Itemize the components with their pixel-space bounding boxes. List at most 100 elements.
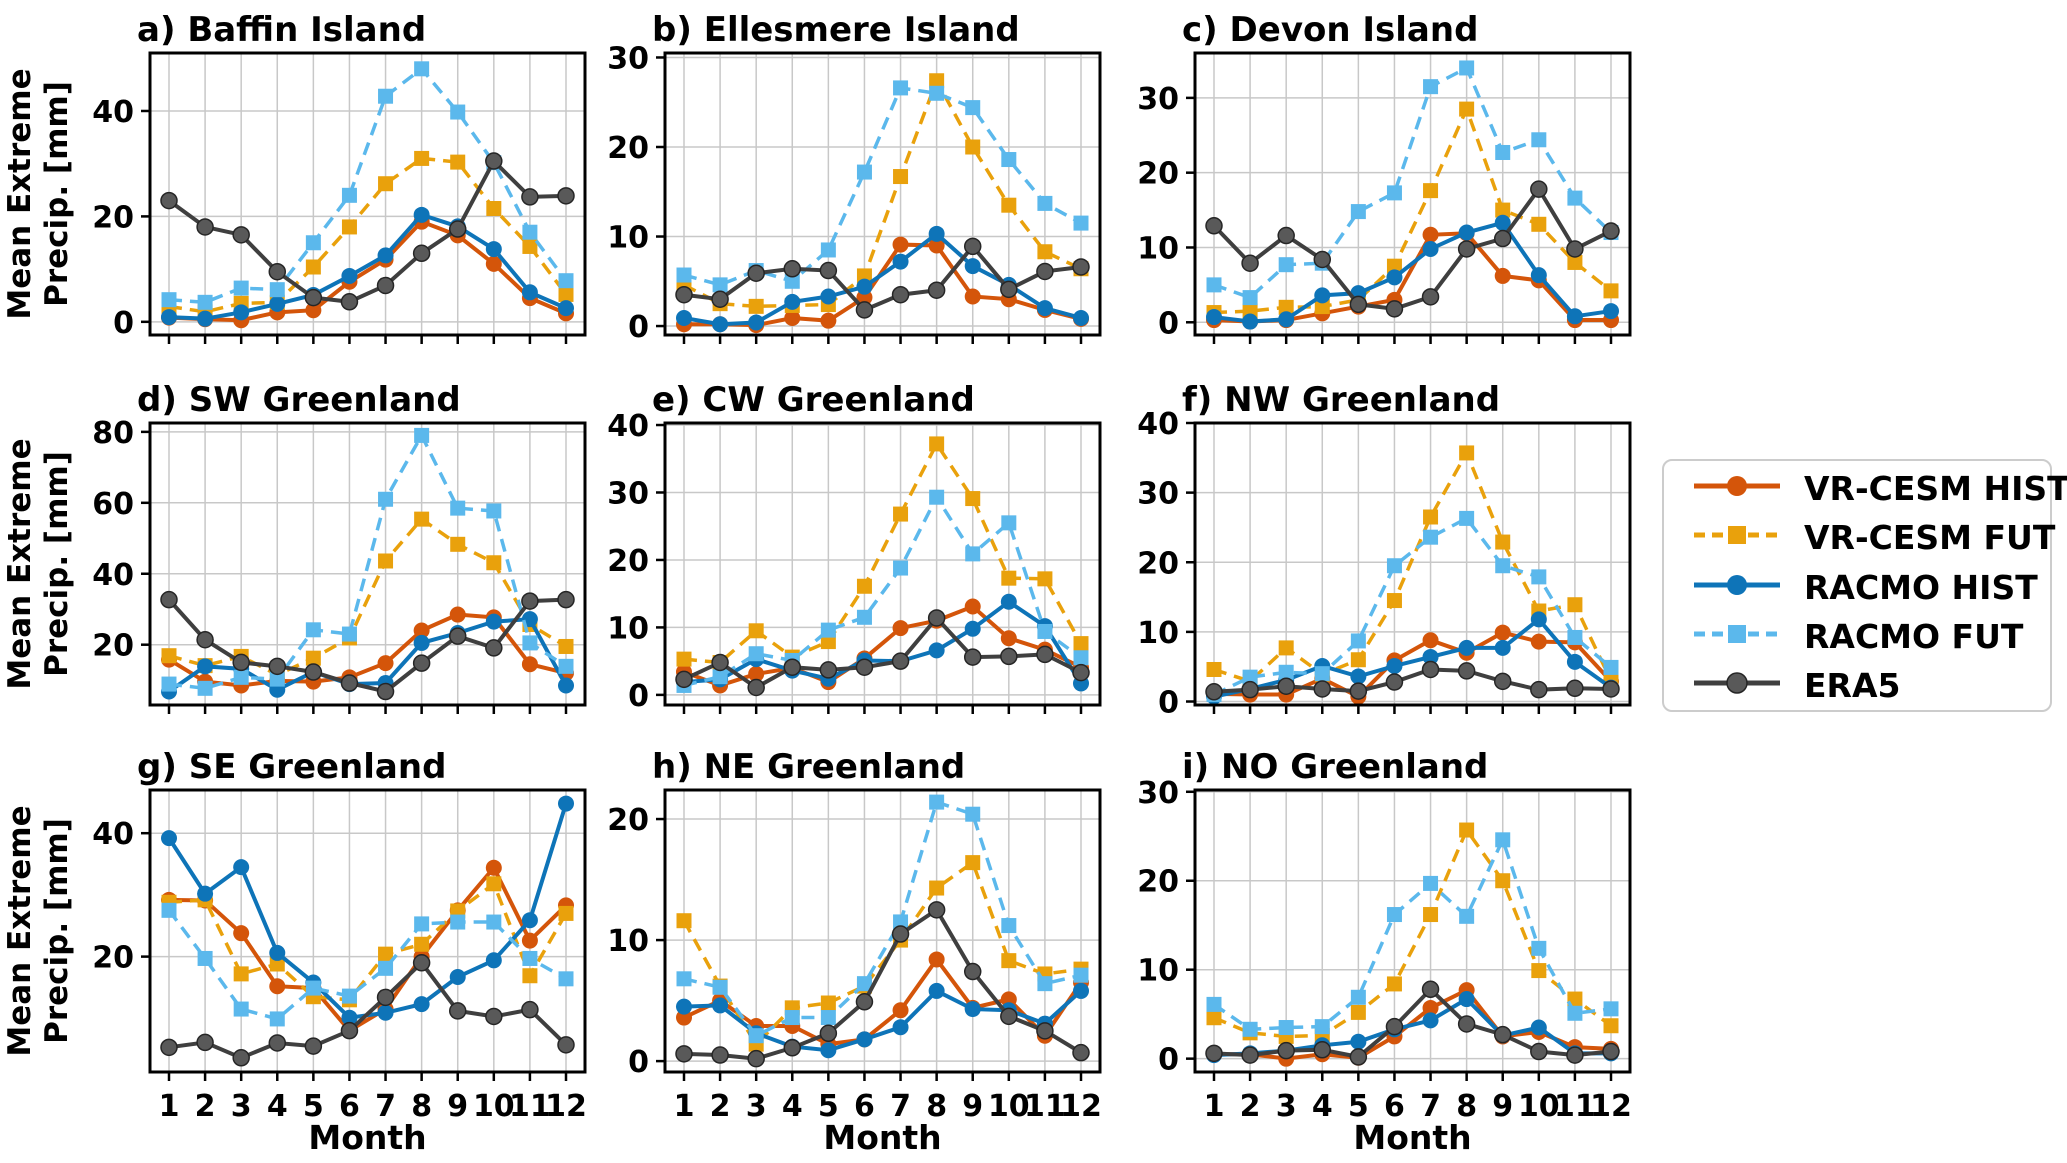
legend-item-era5: ERA5 (1692, 660, 1900, 710)
svg-text:40: 40 (1137, 407, 1179, 442)
svg-text:3: 3 (231, 1089, 252, 1124)
svg-text:11: 11 (509, 1089, 551, 1124)
svg-text:30: 30 (1137, 477, 1179, 512)
y-axis-label-row3: Mean Extreme Precip. [mm] (2, 805, 76, 1057)
panel-f-nw-greenland: 0 10 20 30 40 (1137, 407, 1632, 721)
panel-title-cw-greenland: e) CW Greenland (652, 380, 975, 420)
svg-text:8: 8 (926, 1089, 947, 1124)
svg-text:40: 40 (92, 817, 134, 852)
svg-text:10: 10 (607, 611, 649, 646)
legend-label: RACMO HIST (1804, 567, 2038, 607)
panel-title-devon-island: c) Devon Island (1182, 10, 1479, 50)
legend-item-vr-cesm-hist: VR-CESM HIST (1692, 463, 2067, 513)
panel-title-baffin-island: a) Baffin Island (137, 10, 427, 50)
svg-text:30: 30 (1137, 776, 1179, 811)
svg-text:12: 12 (1060, 1089, 1102, 1124)
svg-text:20: 20 (607, 131, 649, 166)
panel-c-devon-island: 0 10 20 30 (1137, 51, 1632, 344)
panel-title-sw-greenland: d) SW Greenland (137, 380, 461, 420)
svg-text:40: 40 (92, 558, 134, 593)
x-axis-label-month-h: Month (823, 1118, 942, 1157)
svg-text:2: 2 (710, 1089, 731, 1124)
svg-text:2: 2 (195, 1089, 216, 1124)
panel-title-ne-greenland: h) NE Greenland (652, 747, 966, 787)
svg-text:10: 10 (473, 1089, 515, 1124)
svg-text:40: 40 (92, 95, 134, 130)
svg-text:4: 4 (1312, 1089, 1333, 1124)
y-axis-label-row1: Mean Extreme Precip. [mm] (2, 68, 76, 320)
legend-label: RACMO FUT (1804, 616, 2024, 656)
panel-h-ne-greenland: 1 2 3 4 5 6 7 8 9 10 11 12 0 10 20 (607, 788, 1102, 1124)
legend-item-racmo-fut: RACMO FUT (1692, 611, 2023, 661)
panel-i-no-greenland: 1 2 3 4 5 6 7 8 9 10 11 12 0 10 20 30 (1137, 776, 1632, 1124)
svg-text:30: 30 (607, 41, 649, 76)
panel-b-ellesmere-island: 0 10 20 30 (607, 41, 1102, 345)
svg-text:12: 12 (545, 1089, 587, 1124)
svg-text:2: 2 (1240, 1089, 1261, 1124)
legend-label: ERA5 (1804, 665, 1901, 705)
svg-text:30: 30 (607, 476, 649, 511)
svg-text:9: 9 (447, 1089, 468, 1124)
svg-text:11: 11 (1024, 1089, 1066, 1124)
svg-text:20: 20 (607, 803, 649, 838)
svg-text:5: 5 (818, 1089, 839, 1124)
panel-e-cw-greenland: 0 10 20 30 40 (607, 409, 1102, 714)
svg-text:9: 9 (962, 1089, 983, 1124)
svg-text:0: 0 (628, 310, 649, 345)
svg-text:4: 4 (267, 1089, 288, 1124)
svg-text:3: 3 (746, 1089, 767, 1124)
svg-text:8: 8 (1456, 1089, 1477, 1124)
x-axis-label-month-i: Month (1353, 1118, 1472, 1157)
svg-text:5: 5 (1348, 1089, 1369, 1124)
svg-text:7: 7 (375, 1089, 396, 1124)
svg-text:8: 8 (411, 1089, 432, 1124)
svg-text:0: 0 (1158, 306, 1179, 341)
racmo-fut-line-icon (1692, 622, 1782, 650)
svg-text:10: 10 (1518, 1089, 1560, 1124)
svg-text:9: 9 (1492, 1089, 1513, 1124)
svg-text:10: 10 (607, 924, 649, 959)
svg-text:6: 6 (854, 1089, 875, 1124)
svg-text:0: 0 (628, 679, 649, 714)
svg-text:11: 11 (1554, 1089, 1596, 1124)
svg-text:80: 80 (92, 416, 134, 451)
svg-text:6: 6 (339, 1089, 360, 1124)
panel-g-se-greenland: 1 2 3 4 5 6 7 8 9 10 11 12 20 40 (92, 788, 587, 1124)
svg-text:10: 10 (988, 1089, 1030, 1124)
svg-text:20: 20 (1137, 546, 1179, 581)
svg-text:1: 1 (1204, 1089, 1225, 1124)
svg-text:20: 20 (607, 544, 649, 579)
y-axis-label-row2: Mean Extreme Precip. [mm] (2, 438, 76, 690)
legend-item-racmo-hist: RACMO HIST (1692, 562, 2038, 612)
svg-text:30: 30 (1137, 82, 1179, 117)
svg-text:0: 0 (113, 306, 134, 341)
x-axis-label-month-g: Month (308, 1118, 427, 1157)
svg-text:20: 20 (92, 629, 134, 664)
svg-text:40: 40 (607, 409, 649, 444)
panel-title-se-greenland: g) SE Greenland (137, 747, 447, 787)
svg-text:1: 1 (159, 1089, 180, 1124)
svg-text:3: 3 (1276, 1089, 1297, 1124)
svg-text:4: 4 (782, 1089, 803, 1124)
vr-cesm-hist-line-icon (1692, 474, 1782, 502)
svg-text:10: 10 (1137, 616, 1179, 651)
racmo-hist-line-icon (1692, 573, 1782, 601)
panel-title-ellesmere-island: b) Ellesmere Island (652, 10, 1020, 50)
svg-text:0: 0 (1158, 686, 1179, 721)
svg-text:7: 7 (1420, 1089, 1441, 1124)
svg-text:12: 12 (1590, 1089, 1632, 1124)
svg-text:10: 10 (1137, 954, 1179, 989)
svg-text:20: 20 (92, 200, 134, 235)
svg-text:0: 0 (1158, 1043, 1179, 1078)
svg-text:6: 6 (1384, 1089, 1405, 1124)
svg-text:60: 60 (92, 487, 134, 522)
svg-text:20: 20 (92, 941, 134, 976)
svg-text:1: 1 (674, 1089, 695, 1124)
panel-title-nw-greenland: f) NW Greenland (1182, 380, 1501, 420)
legend-item-vr-cesm-fut: VR-CESM FUT (1692, 512, 2055, 562)
svg-text:7: 7 (890, 1089, 911, 1124)
panel-d-sw-greenland: 20 40 60 80 (92, 416, 587, 714)
legend-label: VR-CESM HIST (1804, 468, 2067, 508)
vr-cesm-fut-line-icon (1692, 523, 1782, 551)
